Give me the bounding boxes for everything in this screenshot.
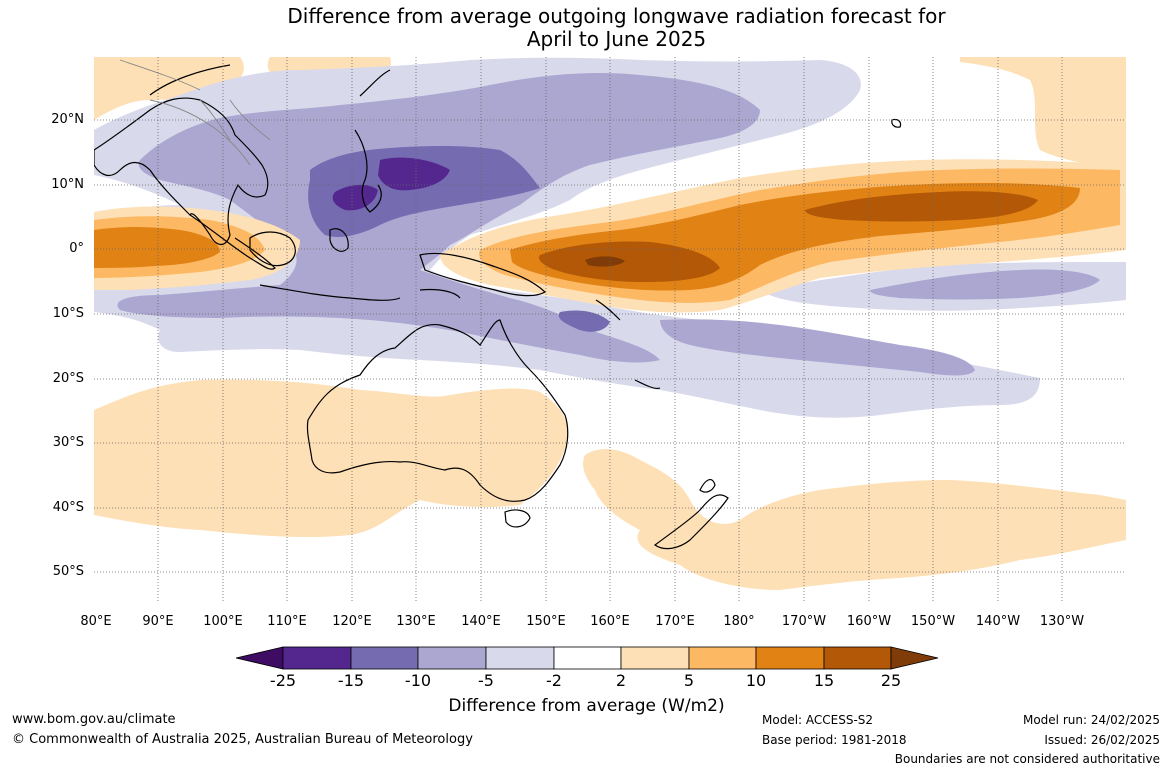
anomaly-region-philippine-sea-core <box>378 157 450 191</box>
lon-label-110e: 110°E <box>267 614 307 629</box>
colorbar-tick-label: 5 <box>683 671 695 690</box>
colorbar-tick-label: -10 <box>404 671 432 690</box>
lon-label-90e: 90°E <box>142 614 174 629</box>
footer-issued: Issued: 26/02/2025 <box>1044 733 1160 747</box>
lon-label-170e: 170°E <box>655 614 695 629</box>
anomaly-region-pacific-core-east <box>805 191 1038 222</box>
anomaly-region-southeast-asia <box>94 57 244 120</box>
lat-label-10n: 10°N <box>51 177 84 192</box>
colorbar-tick-label: 10 <box>745 671 767 690</box>
lon-label-150w: 150°W <box>910 614 956 629</box>
lat-label-10s: 10°S <box>52 306 84 321</box>
map-area <box>94 57 1126 603</box>
title-line-1: Difference from average outgoing longwav… <box>287 4 946 28</box>
colorbar-tick-label: -25 <box>269 671 297 690</box>
footer-copyright: © Commonwealth of Australia 2025, Austra… <box>12 732 473 747</box>
footer-disclaimer: Boundaries are not considered authoritat… <box>894 752 1160 766</box>
anomaly-region-maritime-continent <box>117 73 761 363</box>
country-borders <box>119 59 271 166</box>
footer-model-run: Model run: 24/02/2025 <box>1022 713 1160 727</box>
colorbar-tick-label: 15 <box>813 671 835 690</box>
anomaly-region-east-pacific-purple <box>870 269 1100 300</box>
title-line-2: April to June 2025 <box>526 27 707 51</box>
lat-label-50s: 50°S <box>52 564 84 579</box>
colorbar-tick-label: 25 <box>880 671 902 690</box>
anomaly-region-tasman <box>583 448 1126 590</box>
lat-label-0: 0° <box>69 241 84 256</box>
anomaly-region-south-indian <box>94 379 569 538</box>
lon-label-180: 180° <box>723 614 755 629</box>
anomaly-region-indian-ocean-core <box>94 227 220 268</box>
gridlines <box>94 57 1126 603</box>
lat-label-40s: 40°S <box>52 500 84 515</box>
lon-label-130w: 130°W <box>1039 614 1085 629</box>
lon-label-80e: 80°E <box>80 614 112 629</box>
lon-label-100e: 100°E <box>203 614 243 629</box>
lon-label-160w: 160°W <box>846 614 892 629</box>
lon-label-150e: 150°E <box>526 614 566 629</box>
footer-url: www.bom.gov.au/climate <box>12 712 176 727</box>
map-title: Difference from average outgoing longwav… <box>0 5 1173 51</box>
lat-label-20n: 20°N <box>51 112 84 127</box>
lon-label-130e: 130°E <box>396 614 436 629</box>
lon-label-120e: 120°E <box>332 614 372 629</box>
colorbar-tick-label: -5 <box>478 671 494 690</box>
lon-label-140w: 140°W <box>975 614 1021 629</box>
anomaly-region-philippines <box>308 145 540 237</box>
colorbar-tick-label: -15 <box>337 671 365 690</box>
lon-label-140e: 140°E <box>461 614 501 629</box>
colorbar-tick-label: -2 <box>546 671 562 690</box>
anomaly-region-pacific-core-west <box>538 241 720 282</box>
lon-label-170w: 170°W <box>781 614 827 629</box>
anomaly-region-timor <box>558 310 610 332</box>
lat-label-20s: 20°S <box>52 371 84 386</box>
lat-label-30s: 30°S <box>52 435 84 450</box>
footer-model: Model: ACCESS-S2 <box>762 713 874 727</box>
colorbar-tick-label: 2 <box>615 671 627 690</box>
anomaly-region-pacific-peak <box>585 256 625 267</box>
footer-base-period: Base period: 1981-2018 <box>762 733 907 747</box>
anomaly-region-north-pacific <box>960 57 1126 170</box>
anomaly-region-mindanao-core <box>332 184 378 211</box>
colorbar-title: Difference from average (W/m2) <box>448 696 725 716</box>
lon-label-160e: 160°E <box>590 614 630 629</box>
